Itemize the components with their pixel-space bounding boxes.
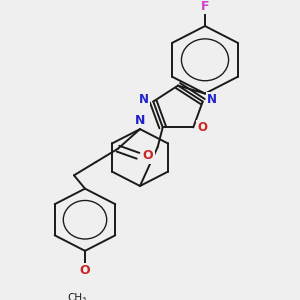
Text: N: N: [207, 93, 217, 106]
Text: CH₃: CH₃: [68, 292, 87, 300]
Text: O: O: [197, 121, 207, 134]
Text: O: O: [143, 149, 153, 162]
Text: F: F: [201, 0, 209, 13]
Text: O: O: [80, 264, 90, 277]
Text: N: N: [135, 114, 145, 127]
Text: N: N: [139, 93, 149, 106]
